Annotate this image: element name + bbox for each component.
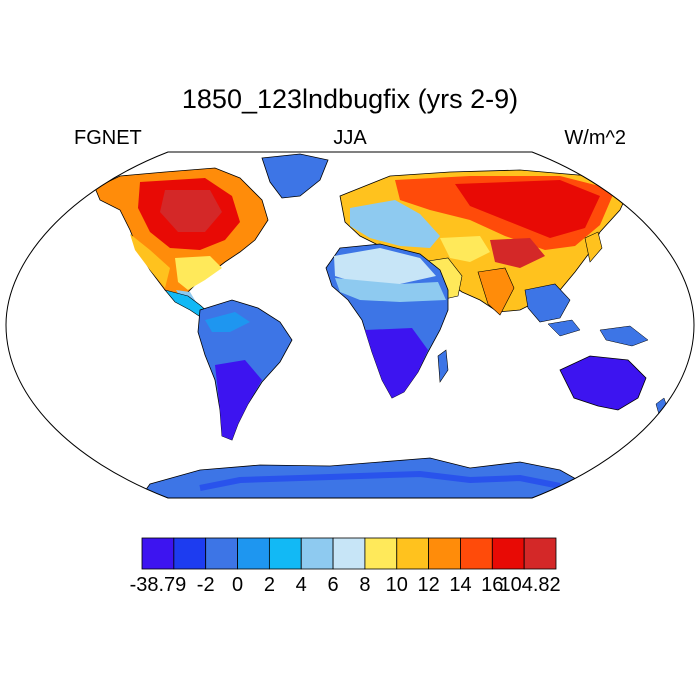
colorbar-tick-label: 14: [449, 574, 472, 596]
colorbar-tick-label: -2: [196, 574, 215, 596]
variable-label: FGNET: [74, 127, 142, 149]
colorbar-tick-label: -38.79: [129, 574, 187, 596]
greenland: [261, 153, 329, 199]
colorbar-tick-label: 4: [295, 574, 307, 596]
colorbar-tick-label: 16: [481, 574, 504, 596]
colorbar-tick-label: 6: [327, 574, 339, 596]
colorbar-tick-label: 12: [417, 574, 440, 596]
season-label: JJA: [333, 127, 367, 149]
colorbar-tick-label: 10: [385, 574, 408, 596]
units-label: W/m^2: [564, 127, 626, 149]
colorbar-tick-label: 8: [359, 574, 371, 596]
colorbar-tick-label: 2: [263, 574, 275, 596]
australia: [559, 355, 647, 411]
colorbar-tick-label: 104.82: [499, 574, 561, 596]
colorbar-tick-label: 0: [231, 574, 244, 596]
plot-title: 1850_123lndbugfix (yrs 2-9): [181, 84, 519, 114]
globe-outline: [5, 151, 695, 499]
